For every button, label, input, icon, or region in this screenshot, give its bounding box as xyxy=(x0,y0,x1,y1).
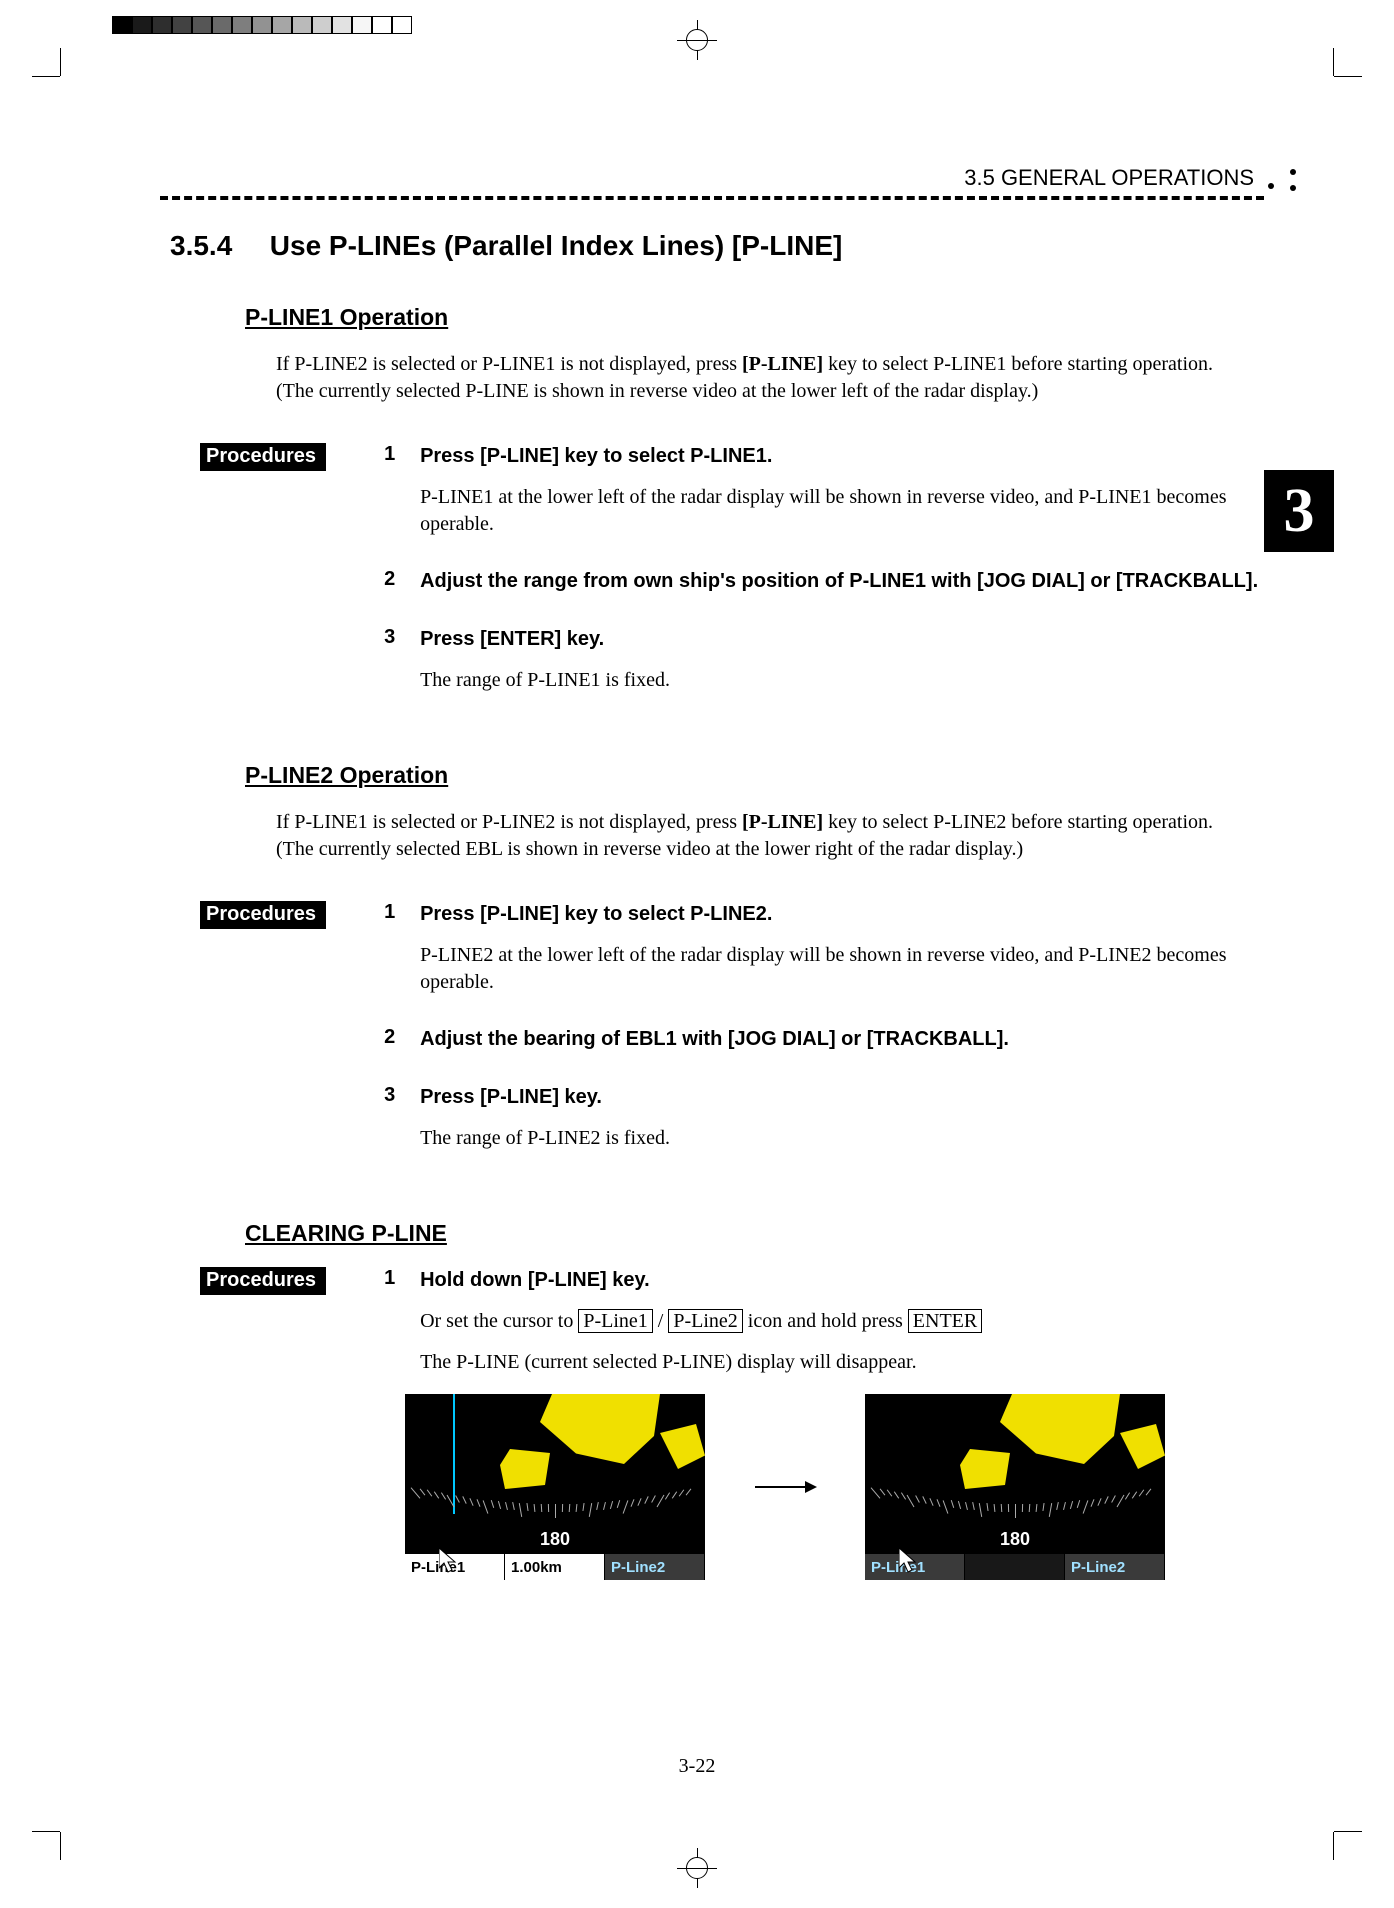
crop-mark xyxy=(1333,48,1334,76)
step-desc: P-LINE1 at the lower left of the radar d… xyxy=(420,484,1264,538)
crop-mark xyxy=(32,1831,60,1832)
crop-mark xyxy=(1333,1832,1334,1860)
step-number: 2 xyxy=(384,568,420,591)
page: 3.5 GENERAL OPERATIONS 3 3.5.4 Use P-LIN… xyxy=(0,0,1394,1908)
pline2-heading: P-LINE2 Operation xyxy=(245,762,1264,789)
step-desc: Or set the cursor to P-Line1 / P-Line2 i… xyxy=(420,1308,1264,1335)
crop-mark xyxy=(60,48,61,76)
step-number: 1 xyxy=(384,901,420,924)
radar-before: 180 P-Line1 1.00km P-Line2 xyxy=(405,1394,705,1580)
boxed-key: ENTER xyxy=(908,1309,982,1333)
crop-target-top xyxy=(677,20,717,60)
clearing-heading: CLEARING P-LINE xyxy=(245,1220,1264,1247)
step-number: 3 xyxy=(384,1084,420,1107)
radar-degree: 180 xyxy=(405,1529,705,1550)
header-dashed-rule xyxy=(160,196,1264,200)
step-desc: P-LINE2 at the lower left of the radar d… xyxy=(420,942,1264,996)
breadcrumb: 3.5 GENERAL OPERATIONS xyxy=(964,165,1304,191)
step-title: Press [P-LINE] key to select P-LINE1. xyxy=(420,443,1264,470)
procedures-label: Procedures xyxy=(200,443,326,471)
radar-figure-row: 180 P-Line1 1.00km P-Line2 180 xyxy=(405,1394,1264,1580)
step-number: 1 xyxy=(384,1267,420,1290)
radar-pline2-label: P-Line2 xyxy=(605,1554,705,1580)
page-number: 3-22 xyxy=(0,1755,1394,1778)
header-dots-icon xyxy=(1264,163,1304,193)
step-title: Press [ENTER] key. xyxy=(420,626,1264,653)
step-title: Adjust the bearing of EBL1 with [JOG DIA… xyxy=(420,1026,1264,1053)
boxed-key: P-Line1 xyxy=(578,1309,652,1333)
step-title: Adjust the range from own ship's positio… xyxy=(420,568,1264,595)
procedures-label: Procedures xyxy=(200,901,326,929)
radar-pline2-label: P-Line2 xyxy=(1065,1554,1165,1580)
radar-degree: 180 xyxy=(865,1529,1165,1550)
cursor-icon xyxy=(439,1548,459,1576)
step-title: Press [P-LINE] key to select P-LINE2. xyxy=(420,901,1264,928)
proc-row: Procedures 1 Press [P-LINE] key to selec… xyxy=(170,901,1264,996)
crop-mark xyxy=(1334,76,1362,77)
crop-target-bottom xyxy=(677,1848,717,1888)
radar-after: 180 P-Line1 P-Line2 xyxy=(865,1394,1165,1580)
radar-cell-empty xyxy=(965,1554,1065,1580)
cursor-icon xyxy=(899,1548,919,1576)
crop-mark xyxy=(1334,1831,1362,1832)
content-column: 3.5.4 Use P-LINEs (Parallel Index Lines)… xyxy=(170,230,1264,1580)
pline1-heading: P-LINE1 Operation xyxy=(245,304,1264,331)
proc-row: Procedures 3 Press [ENTER] key. The rang… xyxy=(170,626,1264,694)
page-header: 3.5 GENERAL OPERATIONS xyxy=(160,165,1304,191)
chapter-number: 3 xyxy=(1264,470,1334,552)
step-number: 1 xyxy=(384,443,420,466)
arrow-icon xyxy=(755,1486,815,1488)
section-number: 3.5.4 xyxy=(170,230,262,262)
grayscale-swatches xyxy=(112,16,412,34)
pline2-intro: If P-LINE1 is selected or P-LINE2 is not… xyxy=(276,809,1244,863)
pline1-intro: If P-LINE2 is selected or P-LINE1 is not… xyxy=(276,351,1244,405)
step-title: Press [P-LINE] key. xyxy=(420,1084,1264,1111)
proc-row: Procedures 3 Press [P-LINE] key. The ran… xyxy=(170,1084,1264,1152)
proc-row: Procedures 2 Adjust the range from own s… xyxy=(170,568,1264,596)
section-heading: 3.5.4 Use P-LINEs (Parallel Index Lines)… xyxy=(170,230,1264,262)
crop-mark xyxy=(32,76,60,77)
section-title: Use P-LINEs (Parallel Index Lines) [P-LI… xyxy=(270,230,843,261)
step-number: 2 xyxy=(384,1026,420,1049)
proc-row: Procedures 1 Press [P-LINE] key to selec… xyxy=(170,443,1264,538)
step-number: 3 xyxy=(384,626,420,649)
step-desc: The range of P-LINE2 is fixed. xyxy=(420,1125,1264,1152)
proc-row: Procedures 1 Hold down [P-LINE] key. Or … xyxy=(170,1267,1264,1376)
boxed-key: P-Line2 xyxy=(668,1309,742,1333)
procedures-label: Procedures xyxy=(200,1267,326,1295)
crop-mark xyxy=(60,1832,61,1860)
step-desc: The P-LINE (current selected P-LINE) dis… xyxy=(420,1349,1264,1376)
proc-row: Procedures 2 Adjust the bearing of EBL1 … xyxy=(170,1026,1264,1054)
step-desc: The range of P-LINE1 is fixed. xyxy=(420,667,1264,694)
chapter-tab: 3 xyxy=(1264,470,1334,552)
step-title: Hold down [P-LINE] key. xyxy=(420,1267,1264,1294)
radar-pline1-value: 1.00km xyxy=(505,1554,605,1580)
